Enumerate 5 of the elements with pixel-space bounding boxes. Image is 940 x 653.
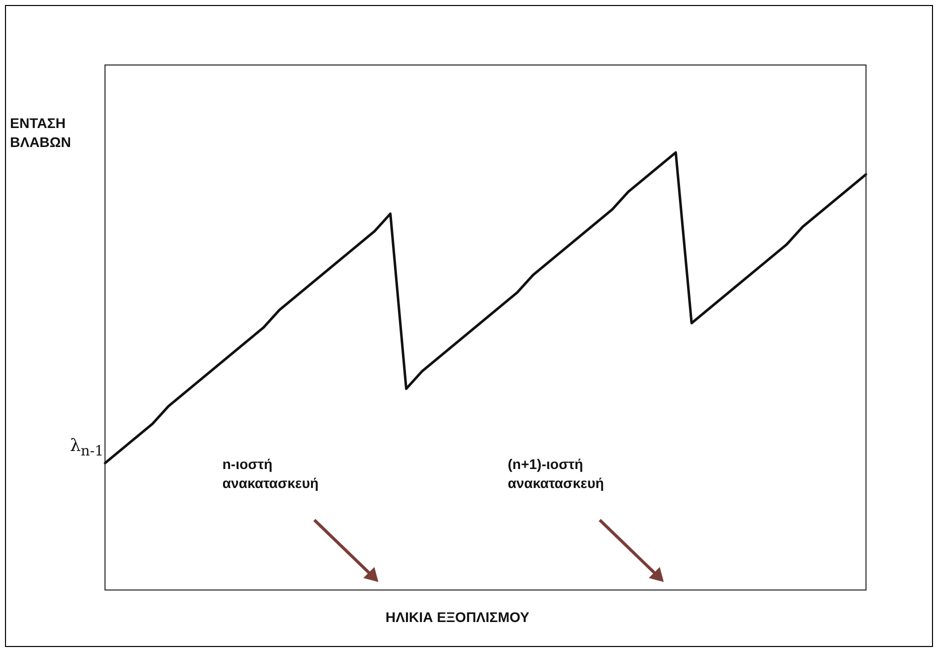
annotation: (n+1)-ιοστή ανακατασκευή <box>508 455 604 493</box>
y-axis-title: ΕΝΤΑΣΗ ΒΛΑΒΩΝ <box>10 114 72 152</box>
x-axis-title: ΗΛΙΚΙΑ ΕΞΟΠΛΙΣΜΟΥ <box>386 608 530 627</box>
text: λ$_{n-1}$ <box>70 436 104 462</box>
annotation: n-ιοστή ανακατασκευή <box>222 455 319 493</box>
